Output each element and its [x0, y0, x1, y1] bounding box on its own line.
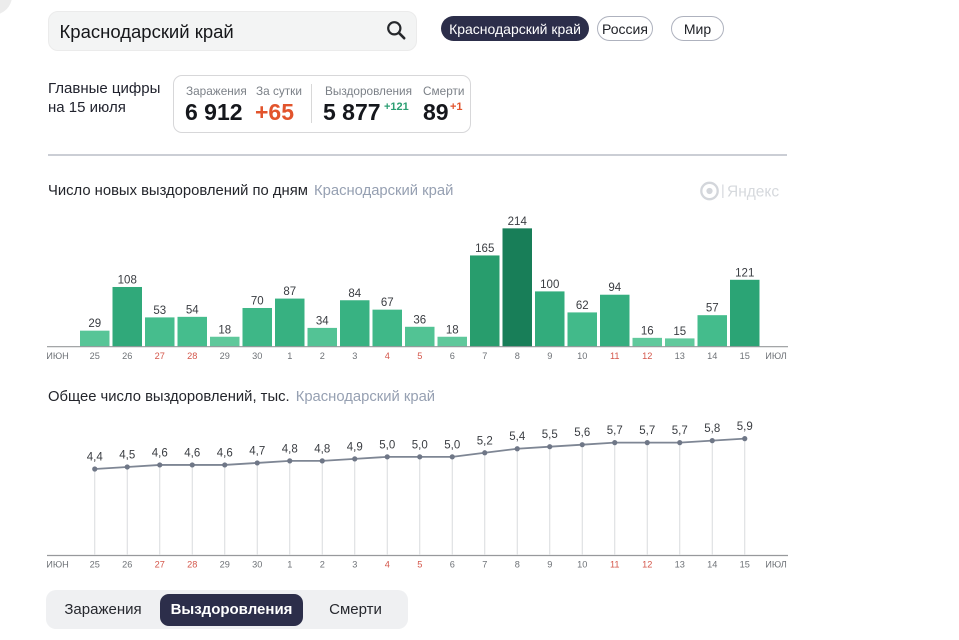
svg-text:30: 30 [252, 351, 262, 361]
svg-text:4: 4 [385, 560, 390, 570]
svg-text:4,4: 4,4 [87, 452, 104, 464]
svg-text:4,5: 4,5 [119, 449, 135, 461]
svg-text:4,6: 4,6 [152, 447, 168, 459]
svg-text:4,9: 4,9 [347, 441, 363, 453]
svg-text:11: 11 [610, 351, 620, 361]
svg-text:25: 25 [90, 560, 100, 570]
svg-text:100: 100 [540, 279, 559, 291]
svg-text:2: 2 [320, 560, 325, 570]
svg-text:26: 26 [122, 351, 132, 361]
svg-text:2: 2 [320, 351, 325, 361]
svg-text:12: 12 [642, 351, 652, 361]
svg-text:214: 214 [508, 216, 528, 228]
svg-text:27: 27 [155, 351, 165, 361]
svg-text:5,0: 5,0 [444, 439, 460, 451]
svg-text:6: 6 [450, 560, 455, 570]
svg-text:16: 16 [641, 325, 654, 337]
svg-text:15: 15 [673, 326, 686, 338]
svg-text:57: 57 [706, 303, 719, 315]
svg-text:5,7: 5,7 [672, 425, 688, 437]
svg-text:5: 5 [417, 560, 422, 570]
svg-text:7: 7 [482, 351, 487, 361]
svg-text:ИЮЛ: ИЮЛ [765, 351, 787, 361]
svg-text:ИЮН: ИЮН [46, 351, 69, 361]
svg-text:5,8: 5,8 [704, 423, 720, 435]
svg-text:29: 29 [88, 318, 101, 330]
svg-text:5: 5 [417, 351, 422, 361]
svg-text:27: 27 [155, 560, 165, 570]
svg-text:29: 29 [220, 560, 230, 570]
svg-text:ИЮЛ: ИЮЛ [765, 560, 787, 570]
svg-text:13: 13 [675, 351, 685, 361]
svg-text:ИЮН: ИЮН [46, 560, 69, 570]
svg-text:34: 34 [316, 315, 329, 327]
svg-text:5,9: 5,9 [737, 421, 753, 433]
svg-text:8: 8 [515, 560, 520, 570]
svg-text:8: 8 [515, 351, 520, 361]
svg-text:10: 10 [577, 560, 587, 570]
svg-text:18: 18 [446, 324, 459, 336]
svg-text:36: 36 [413, 314, 426, 326]
svg-text:87: 87 [283, 286, 296, 298]
svg-text:94: 94 [608, 282, 621, 294]
svg-text:5,0: 5,0 [412, 439, 428, 451]
svg-text:1: 1 [287, 351, 292, 361]
svg-text:67: 67 [381, 297, 394, 309]
svg-text:15: 15 [740, 560, 750, 570]
svg-text:30: 30 [252, 560, 262, 570]
svg-text:121: 121 [735, 267, 754, 279]
svg-text:7: 7 [482, 560, 487, 570]
svg-text:4,6: 4,6 [217, 447, 233, 459]
svg-text:70: 70 [251, 295, 264, 307]
svg-text:11: 11 [610, 560, 620, 570]
svg-text:4,8: 4,8 [314, 443, 330, 455]
svg-text:9: 9 [547, 351, 552, 361]
svg-text:12: 12 [642, 560, 652, 570]
svg-text:3: 3 [352, 351, 357, 361]
svg-text:5,2: 5,2 [477, 435, 493, 447]
svg-text:54: 54 [186, 304, 199, 316]
svg-text:25: 25 [90, 351, 100, 361]
svg-text:84: 84 [348, 288, 361, 300]
svg-text:15: 15 [740, 351, 750, 361]
svg-text:28: 28 [187, 351, 197, 361]
svg-text:28: 28 [187, 560, 197, 570]
svg-text:4: 4 [385, 351, 390, 361]
svg-text:165: 165 [475, 243, 494, 255]
svg-text:18: 18 [218, 324, 231, 336]
svg-text:6: 6 [450, 351, 455, 361]
svg-text:4,8: 4,8 [282, 443, 298, 455]
svg-text:5,5: 5,5 [542, 429, 558, 441]
svg-text:10: 10 [577, 351, 587, 361]
svg-text:14: 14 [707, 351, 717, 361]
svg-text:1: 1 [287, 560, 292, 570]
svg-text:5,0: 5,0 [379, 439, 395, 451]
svg-text:5,4: 5,4 [509, 431, 526, 443]
svg-text:53: 53 [153, 305, 166, 317]
svg-text:62: 62 [576, 300, 589, 312]
svg-text:3: 3 [352, 560, 357, 570]
svg-text:4,6: 4,6 [184, 447, 200, 459]
svg-text:5,7: 5,7 [639, 425, 655, 437]
svg-text:4,7: 4,7 [249, 445, 265, 457]
svg-text:29: 29 [220, 351, 230, 361]
svg-text:14: 14 [707, 560, 717, 570]
svg-text:5,7: 5,7 [607, 425, 623, 437]
svg-text:26: 26 [122, 560, 132, 570]
svg-text:13: 13 [675, 560, 685, 570]
svg-text:9: 9 [547, 560, 552, 570]
svg-text:Яндекс: Яндекс [727, 184, 779, 201]
svg-text:108: 108 [118, 274, 137, 286]
svg-text:5,6: 5,6 [574, 427, 590, 439]
